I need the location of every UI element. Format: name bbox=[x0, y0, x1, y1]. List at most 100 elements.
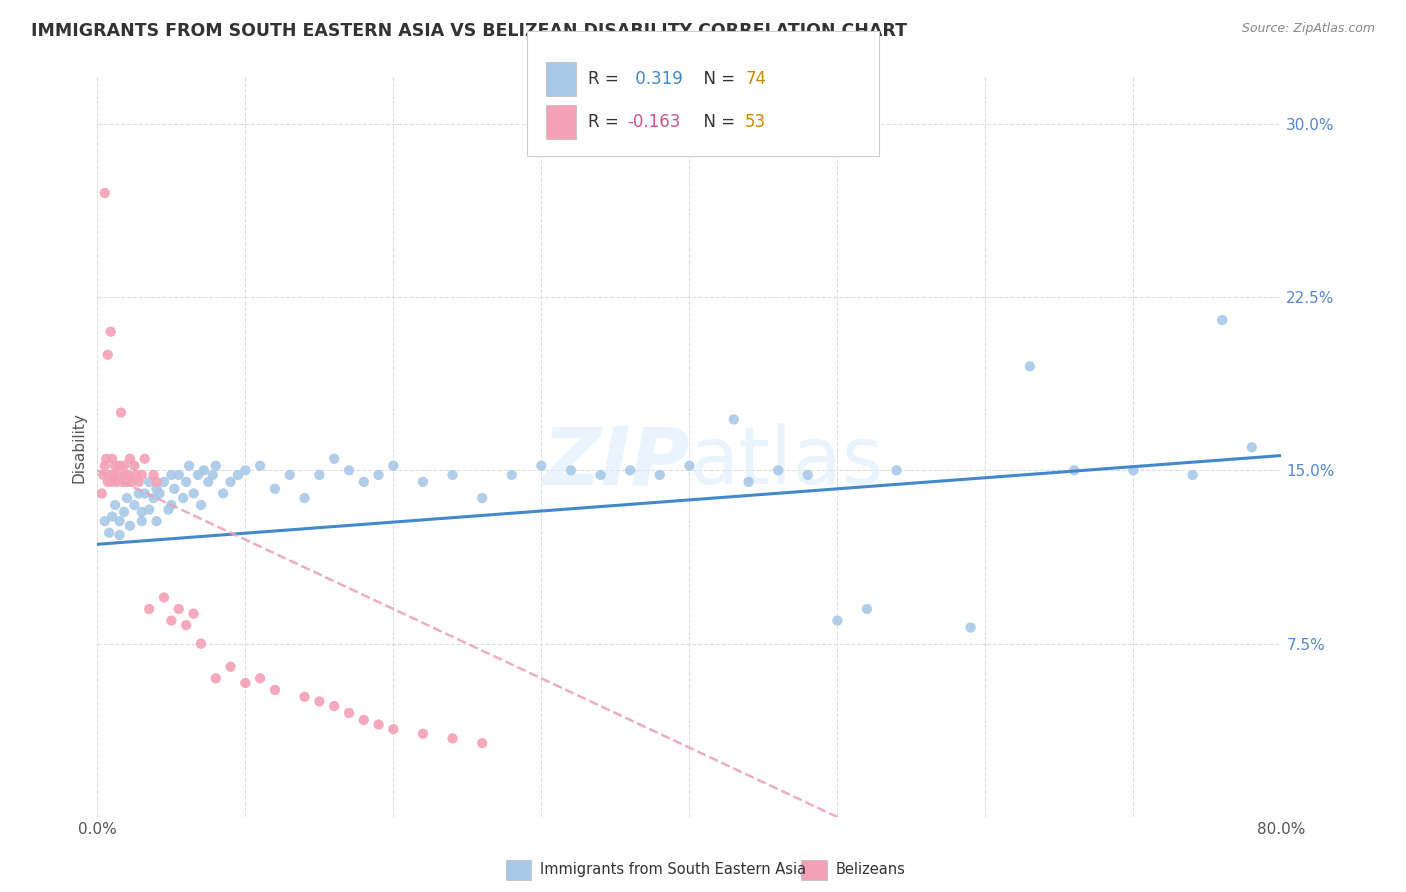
Point bbox=[264, 682, 287, 697]
Text: IMMIGRANTS FROM SOUTH EASTERN ASIA VS BELIZEAN DISABILITY CORRELATION CHART: IMMIGRANTS FROM SOUTH EASTERN ASIA VS BE… bbox=[31, 22, 907, 40]
Point bbox=[111, 475, 134, 489]
Point bbox=[160, 614, 183, 628]
Point bbox=[337, 463, 360, 477]
Point bbox=[110, 406, 132, 420]
Point bbox=[131, 514, 153, 528]
Point bbox=[471, 491, 494, 505]
Point bbox=[94, 514, 117, 528]
Point bbox=[441, 467, 464, 482]
Point bbox=[90, 486, 112, 500]
Point bbox=[145, 475, 167, 489]
Point bbox=[766, 463, 789, 477]
Point bbox=[197, 475, 219, 489]
Point bbox=[382, 458, 405, 473]
Point bbox=[648, 467, 671, 482]
Point bbox=[678, 458, 700, 473]
Point bbox=[187, 467, 209, 482]
Point bbox=[128, 486, 150, 500]
Point bbox=[97, 348, 120, 362]
Point bbox=[219, 660, 242, 674]
Point bbox=[235, 676, 257, 690]
Point bbox=[142, 491, 165, 505]
Point bbox=[249, 458, 271, 473]
Text: ZIP: ZIP bbox=[541, 423, 689, 501]
Point bbox=[723, 412, 745, 426]
Point bbox=[204, 458, 226, 473]
Text: atlas: atlas bbox=[689, 423, 884, 501]
Point bbox=[412, 475, 434, 489]
Point bbox=[125, 467, 148, 482]
Point bbox=[827, 614, 849, 628]
Point bbox=[115, 491, 138, 505]
Point bbox=[174, 618, 197, 632]
Point bbox=[353, 475, 375, 489]
Point bbox=[323, 451, 346, 466]
Point bbox=[235, 463, 257, 477]
Point bbox=[167, 602, 190, 616]
Text: R =: R = bbox=[588, 112, 624, 131]
Text: Belizeans: Belizeans bbox=[835, 863, 905, 877]
Point bbox=[101, 509, 124, 524]
Point bbox=[115, 475, 138, 489]
Point bbox=[108, 514, 131, 528]
Point bbox=[108, 458, 131, 473]
Point bbox=[94, 458, 117, 473]
Point bbox=[619, 463, 641, 477]
Point bbox=[1211, 313, 1233, 327]
Point bbox=[98, 467, 121, 482]
Point bbox=[105, 475, 128, 489]
Point bbox=[294, 491, 316, 505]
Text: Source: ZipAtlas.com: Source: ZipAtlas.com bbox=[1241, 22, 1375, 36]
Point bbox=[441, 731, 464, 746]
Point bbox=[157, 502, 180, 516]
Point bbox=[264, 482, 287, 496]
Point bbox=[104, 498, 127, 512]
Point bbox=[249, 671, 271, 685]
Point bbox=[138, 475, 160, 489]
Text: 53: 53 bbox=[745, 112, 766, 131]
Point bbox=[118, 518, 141, 533]
Point bbox=[226, 467, 249, 482]
Point bbox=[120, 475, 142, 489]
Point bbox=[183, 486, 205, 500]
Point bbox=[382, 722, 405, 736]
Point bbox=[134, 486, 156, 500]
Point bbox=[138, 502, 160, 516]
Point bbox=[204, 671, 226, 685]
Point bbox=[114, 467, 136, 482]
Point bbox=[471, 736, 494, 750]
Point bbox=[101, 475, 124, 489]
Text: -0.163: -0.163 bbox=[627, 112, 681, 131]
Text: N =: N = bbox=[693, 112, 741, 131]
Point bbox=[124, 498, 146, 512]
Point bbox=[353, 713, 375, 727]
Point bbox=[145, 482, 167, 496]
Point bbox=[856, 602, 879, 616]
Point bbox=[190, 637, 212, 651]
Point bbox=[530, 458, 553, 473]
Point bbox=[1063, 463, 1085, 477]
Point bbox=[131, 505, 153, 519]
Point bbox=[101, 451, 124, 466]
Text: 0.319: 0.319 bbox=[630, 70, 683, 87]
Text: R =: R = bbox=[588, 70, 624, 87]
Point bbox=[183, 607, 205, 621]
Point bbox=[134, 451, 156, 466]
Point bbox=[294, 690, 316, 704]
Point bbox=[337, 706, 360, 720]
Point bbox=[367, 717, 389, 731]
Point bbox=[153, 475, 176, 489]
Point bbox=[201, 467, 224, 482]
Point bbox=[219, 475, 242, 489]
Point bbox=[124, 458, 146, 473]
Point bbox=[118, 451, 141, 466]
Point bbox=[103, 467, 125, 482]
Point bbox=[112, 458, 135, 473]
Point bbox=[108, 528, 131, 542]
Point bbox=[323, 699, 346, 714]
Point bbox=[190, 498, 212, 512]
Y-axis label: Disability: Disability bbox=[72, 412, 86, 483]
Point bbox=[128, 475, 150, 489]
Point bbox=[94, 186, 117, 200]
Point bbox=[145, 514, 167, 528]
